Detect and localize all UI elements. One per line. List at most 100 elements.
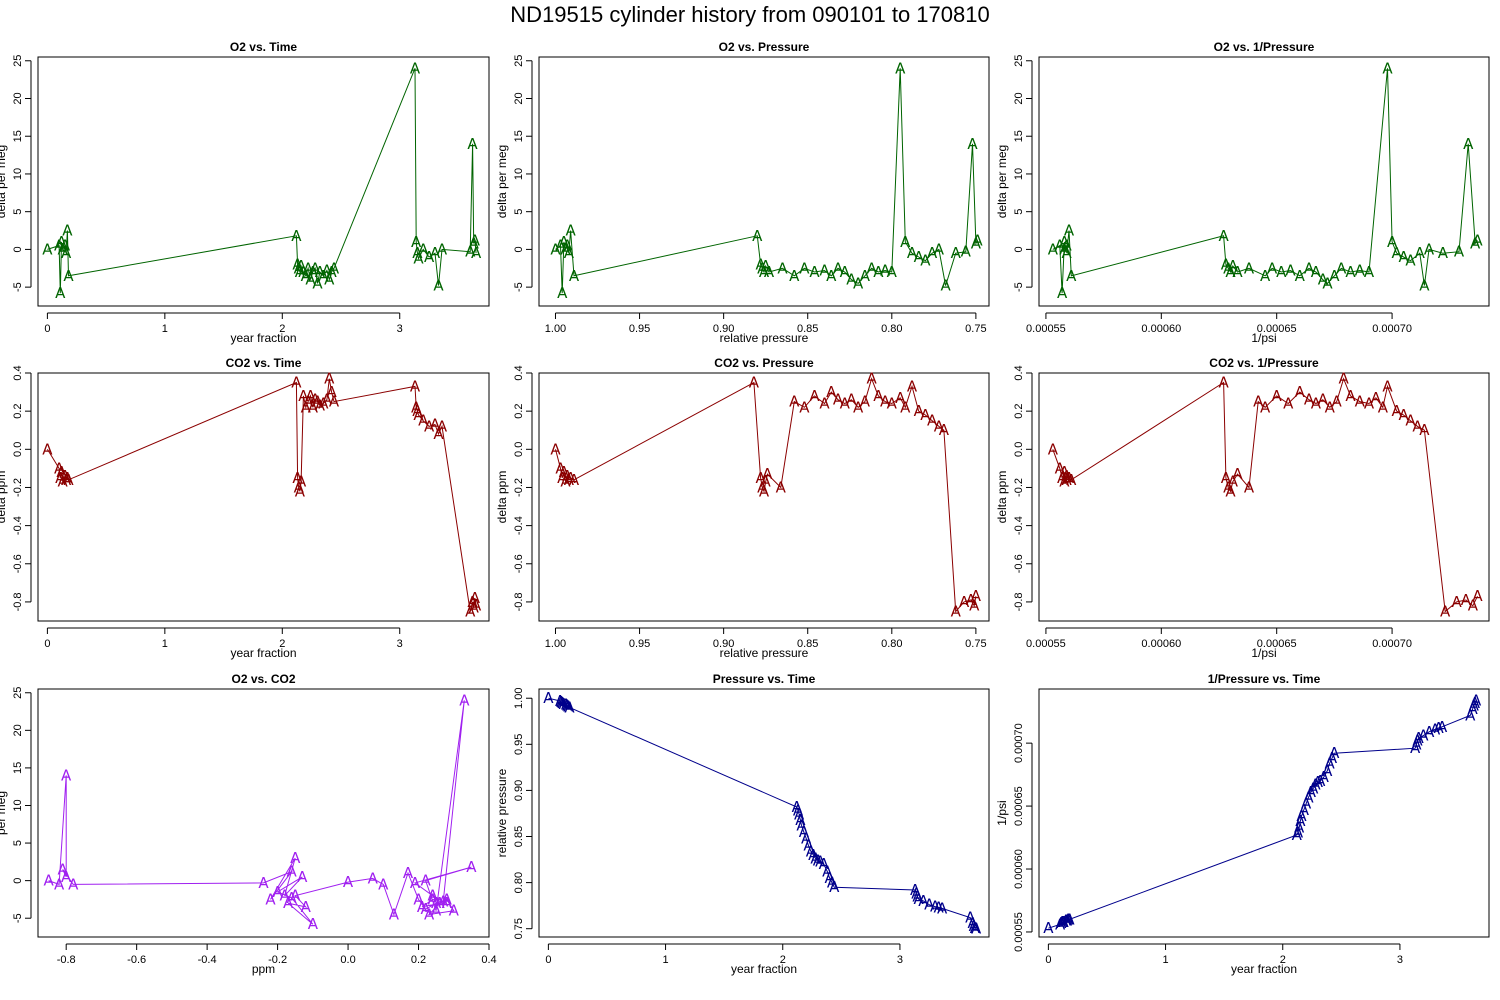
data-point-marker: A	[291, 374, 302, 392]
data-point-marker: A	[940, 277, 951, 295]
data-point-marker: A	[1470, 234, 1481, 252]
data-point-marker: A	[435, 894, 446, 912]
chart-co2_time: CO2 vs. Time 0 1 2 3 year fraction -0.8 -0.6 -0.…	[0, 356, 490, 660]
data-point-marker: A	[967, 135, 978, 153]
y-tick-label: -5	[12, 913, 24, 923]
data-point-marker: A	[54, 237, 65, 255]
data-point-marker: A	[1294, 818, 1305, 836]
chart-title: O2 vs. CO2	[231, 672, 295, 686]
data-point-marker: A	[564, 471, 575, 489]
x-tick-label: 0.85	[797, 638, 818, 650]
data-point-marker: A	[1471, 691, 1482, 709]
data-point-marker: A	[1276, 263, 1287, 281]
y-tick-label: 0	[12, 246, 24, 252]
x-tick-label: 2	[279, 323, 285, 335]
data-point-marker: A	[1438, 244, 1449, 262]
x-tick-label: 0.90	[713, 323, 734, 335]
data-point-marker: A	[326, 263, 337, 281]
data-point-marker: A	[1405, 252, 1416, 270]
data-point-marker: A	[290, 849, 301, 867]
data-point-marker: A	[43, 872, 54, 890]
chart-co2_pressure: CO2 vs. Pressure 1.00 0.95 0.90 0.85 0.80 0.75…	[495, 356, 990, 660]
data-point-marker: A	[272, 883, 283, 901]
data-point-marker: A	[287, 889, 298, 907]
data-point-marker: A	[795, 811, 806, 829]
data-point-marker: A	[1315, 772, 1326, 790]
data-point-marker: A	[1048, 240, 1059, 258]
data-point-marker: A	[853, 274, 864, 292]
data-point-marker: A	[1295, 267, 1306, 285]
y-axis-label: delta ppm	[495, 471, 509, 524]
y-tick-label: 20	[1013, 92, 1025, 104]
data-point-marker: A	[1066, 267, 1077, 285]
data-point-marker: A	[822, 863, 833, 881]
data-point-marker: A	[1228, 257, 1239, 275]
y-tick-label: -0.8	[1013, 592, 1025, 611]
data-point-marker: A	[303, 259, 314, 277]
data-point-marker: A	[1430, 720, 1441, 738]
data-point-marker: A	[294, 259, 305, 277]
y-axis-label: per meg	[0, 791, 8, 835]
y-tick-label: 25	[12, 687, 24, 699]
data-point-marker: A	[301, 267, 312, 285]
data-point-marker: A	[819, 855, 830, 873]
data-point-marker: A	[561, 696, 572, 714]
x-tick-label: 0.00060	[1141, 323, 1181, 335]
data-point-marker: A	[413, 406, 424, 424]
data-point-marker: A	[1292, 826, 1303, 844]
data-point-marker: A	[557, 694, 568, 712]
data-point-marker: A	[412, 402, 423, 420]
y-axis-label: delta per meg	[995, 145, 1009, 218]
data-point-marker: A	[939, 421, 950, 439]
data-point-marker: A	[308, 915, 319, 933]
data-point-marker: A	[297, 868, 308, 886]
y-tick-label: 0.00055	[1013, 912, 1025, 952]
x-tick-label: 1	[663, 954, 669, 966]
data-point-marker: A	[562, 467, 573, 485]
data-point-marker: A	[378, 875, 389, 893]
data-point-marker: A	[1260, 398, 1271, 416]
data-point-marker: A	[437, 240, 448, 258]
data-point-marker: A	[467, 135, 478, 153]
data-point-marker: A	[907, 377, 918, 395]
data-point-marker: A	[301, 898, 312, 916]
chart-o2_invpressure: O2 vs. 1/Pressure 0.00055 0.00060 0.00065 0.…	[995, 40, 1490, 345]
data-point-marker: A	[1062, 912, 1073, 930]
data-point-marker: A	[424, 417, 435, 435]
y-tick-label: 0.75	[513, 918, 525, 939]
data-point-marker: A	[1059, 463, 1070, 481]
x-axis-label: year fraction	[731, 962, 797, 976]
y-axis-label: delta ppm	[995, 471, 1009, 524]
data-point-marker: A	[927, 244, 938, 262]
data-point-marker: A	[1048, 440, 1059, 458]
data-point-marker: A	[1472, 231, 1483, 249]
x-axis-label: 1/psi	[1251, 331, 1276, 345]
data-point-marker: A	[343, 873, 354, 891]
data-point-marker: A	[295, 482, 306, 500]
y-tick-label: 5	[12, 209, 24, 215]
series-line	[1052, 68, 1478, 294]
x-axis-label: year fraction	[230, 331, 296, 345]
x-tick-label: 0.00070	[1372, 638, 1412, 650]
data-point-marker: A	[808, 846, 819, 864]
series-line	[47, 68, 477, 294]
data-point-marker: A	[557, 469, 568, 487]
y-tick-label: 25	[12, 55, 24, 67]
data-point-marker: A	[1062, 244, 1073, 262]
data-point-marker: A	[291, 227, 302, 245]
y-tick-label: 0.85	[513, 826, 525, 847]
y-tick-label: 15	[513, 130, 525, 142]
data-point-marker: A	[63, 267, 74, 285]
data-point-marker: A	[569, 471, 580, 489]
data-point-marker: A	[556, 693, 567, 711]
data-point-marker: A	[560, 240, 571, 258]
data-point-marker: A	[1283, 395, 1294, 413]
x-tick-label: 0.4	[481, 954, 496, 966]
data-point-marker: A	[403, 864, 414, 882]
x-tick-label: 0.00055	[1026, 323, 1066, 335]
data-point-marker: A	[424, 248, 435, 266]
plot-frame	[1038, 372, 1490, 622]
data-point-marker: A	[840, 263, 851, 281]
y-tick-label: 0	[513, 246, 525, 252]
data-point-marker: A	[1311, 395, 1322, 413]
